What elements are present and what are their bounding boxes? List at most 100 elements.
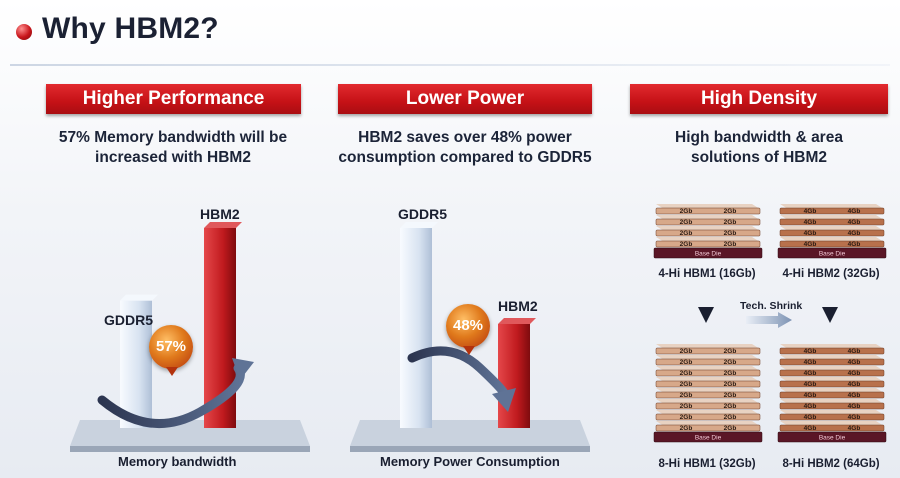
chart-floor-edge bbox=[70, 446, 310, 452]
panel1-badge: 57% bbox=[149, 325, 193, 369]
banner-higher-performance: Higher Performance bbox=[46, 84, 301, 114]
stack-layer-label: 2Gb bbox=[724, 219, 737, 226]
stack-base-die: Base Die bbox=[653, 431, 763, 443]
banner-high-density: High Density bbox=[630, 84, 888, 114]
panel2-subtitle-line1: HBM2 saves over 48% power bbox=[358, 129, 572, 146]
power-chart bbox=[350, 222, 590, 452]
bandwidth-chart bbox=[70, 222, 310, 452]
panel2-badge-tail bbox=[463, 346, 475, 355]
stack-base-die-label: Base Die bbox=[819, 251, 846, 258]
bar-gddr5 bbox=[120, 300, 152, 428]
stack-layer-label: 2Gb bbox=[680, 370, 693, 377]
stack-layer: 2Gb 2Gb bbox=[655, 388, 761, 399]
panel1-subtitle-line2: increased with HBM2 bbox=[95, 149, 251, 166]
stack-layer: 4Gb 4Gb bbox=[779, 215, 885, 226]
bar-top-hbm2 bbox=[498, 318, 536, 324]
panel2-badge: 48% bbox=[446, 304, 490, 348]
stack-base-die: Base Die bbox=[653, 247, 763, 259]
stack-caption-4hi-hbm2: 4-Hi HBM2 (32Gb) bbox=[782, 268, 880, 280]
stack-layer-label: 4Gb bbox=[804, 208, 817, 215]
stack-layer-label: 2Gb bbox=[680, 381, 693, 388]
stack-layer: 2Gb 2Gb bbox=[655, 366, 761, 377]
stack-layer-label: 2Gb bbox=[680, 403, 693, 410]
stack-layer-label: 4Gb bbox=[804, 359, 817, 366]
panel1-bar-label-gddr5: GDDR5 bbox=[104, 312, 154, 328]
tech-shrink-label: Tech. Shrink bbox=[740, 300, 803, 312]
stack-layer: 4Gb 4Gb bbox=[779, 237, 885, 248]
stack-layer-label: 2Gb bbox=[724, 208, 737, 215]
stack-layer-label: 2Gb bbox=[680, 348, 693, 355]
stack-base-die-label: Base Die bbox=[695, 435, 722, 442]
panel1-bar-label-hbm2: HBM2 bbox=[200, 206, 240, 222]
stack-layer: 4Gb 4Gb bbox=[779, 388, 885, 399]
panel1-badge-tail bbox=[166, 367, 178, 376]
stack-layer-label: 2Gb bbox=[724, 392, 737, 399]
stack-layer-label: 4Gb bbox=[848, 359, 861, 366]
panel3-subtitle: High bandwidth & area solutions of HBM2 bbox=[630, 128, 888, 168]
stack-layer: 2Gb 2Gb bbox=[655, 355, 761, 366]
stack-layer-label: 2Gb bbox=[680, 359, 693, 366]
stack-layer: 4Gb 4Gb bbox=[779, 355, 885, 366]
trend-arrow bbox=[97, 363, 245, 428]
title-bullet-icon bbox=[16, 24, 32, 40]
page-title: Why HBM2? bbox=[42, 12, 219, 45]
stack-layer: 4Gb 4Gb bbox=[779, 421, 885, 432]
stack-layer-label: 4Gb bbox=[848, 425, 861, 432]
stack-layer: 2Gb 2Gb bbox=[655, 237, 761, 248]
stack-layer: 2Gb 2Gb bbox=[655, 226, 761, 237]
stack-layer: 2Gb 2Gb bbox=[655, 204, 761, 215]
stack-layer: 2Gb 2Gb bbox=[655, 399, 761, 410]
panel1-axis-label: Memory bandwidth bbox=[118, 454, 237, 469]
stack-layer-label: 2Gb bbox=[724, 359, 737, 366]
bar-top-gddr5 bbox=[400, 222, 438, 228]
stack-base-die-label: Base Die bbox=[695, 251, 722, 258]
stack-layer-label: 4Gb bbox=[848, 392, 861, 399]
stack-layer: 4Gb 4Gb bbox=[779, 344, 885, 355]
stack-layer-label: 2Gb bbox=[724, 241, 737, 248]
stack-layer-label: 4Gb bbox=[848, 230, 861, 237]
trend-arrow-head bbox=[232, 358, 254, 380]
stack-base-die: Base Die bbox=[777, 431, 887, 443]
stack-layer: 2Gb 2Gb bbox=[655, 421, 761, 432]
panel2-subtitle-line2: consumption compared to GDDR5 bbox=[338, 149, 592, 166]
stack-layer-label: 2Gb bbox=[724, 403, 737, 410]
stack-layer: 4Gb 4Gb bbox=[779, 366, 885, 377]
stack-layer-label: 2Gb bbox=[680, 219, 693, 226]
stack-layer-label: 2Gb bbox=[724, 414, 737, 421]
panel1-subtitle: 57% Memory bandwidth will be increased w… bbox=[34, 128, 312, 168]
stack-layer: 4Gb 4Gb bbox=[779, 399, 885, 410]
stack-layer-label: 4Gb bbox=[804, 348, 817, 355]
stack-caption-8hi-hbm1: 8-Hi HBM1 (32Gb) bbox=[658, 458, 756, 470]
bar-hbm2 bbox=[498, 324, 530, 428]
stack-layer-label: 4Gb bbox=[848, 403, 861, 410]
stack-layer-label: 4Gb bbox=[848, 208, 861, 215]
chart-floor bbox=[350, 420, 590, 446]
stack-layer-label: 2Gb bbox=[680, 208, 693, 215]
stack-layer-label: 2Gb bbox=[724, 381, 737, 388]
stack-layer-label: 4Gb bbox=[804, 425, 817, 432]
stack-layer-label: 4Gb bbox=[848, 219, 861, 226]
stack-layer-label: 4Gb bbox=[848, 414, 861, 421]
bar-top-gddr5 bbox=[120, 294, 158, 301]
stack-layer-label: 2Gb bbox=[724, 230, 737, 237]
stack-layer-label: 4Gb bbox=[848, 348, 861, 355]
stack-layer-label: 2Gb bbox=[680, 392, 693, 399]
stack-layer-label: 2Gb bbox=[680, 425, 693, 432]
panel3-subtitle-line1: High bandwidth & area bbox=[675, 129, 843, 146]
stack-layer-label: 4Gb bbox=[804, 414, 817, 421]
stack-layer-label: 4Gb bbox=[804, 381, 817, 388]
panel3-subtitle-line2: solutions of HBM2 bbox=[690, 149, 828, 166]
tech-shrink-arrow-icon bbox=[746, 312, 792, 328]
stack-layer: 4Gb 4Gb bbox=[779, 226, 885, 237]
stack-layer: 2Gb 2Gb bbox=[655, 377, 761, 388]
chart-floor bbox=[70, 420, 310, 446]
panel1-subtitle-line1: 57% Memory bandwidth will be bbox=[58, 129, 288, 146]
stack-layer: 4Gb 4Gb bbox=[779, 204, 885, 215]
stack-caption-4hi-hbm1: 4-Hi HBM1 (16Gb) bbox=[658, 268, 756, 280]
stack-layer-label: 4Gb bbox=[848, 381, 861, 388]
arrow-down-hbm2-icon bbox=[822, 307, 838, 323]
stack-layer-label: 4Gb bbox=[848, 370, 861, 377]
